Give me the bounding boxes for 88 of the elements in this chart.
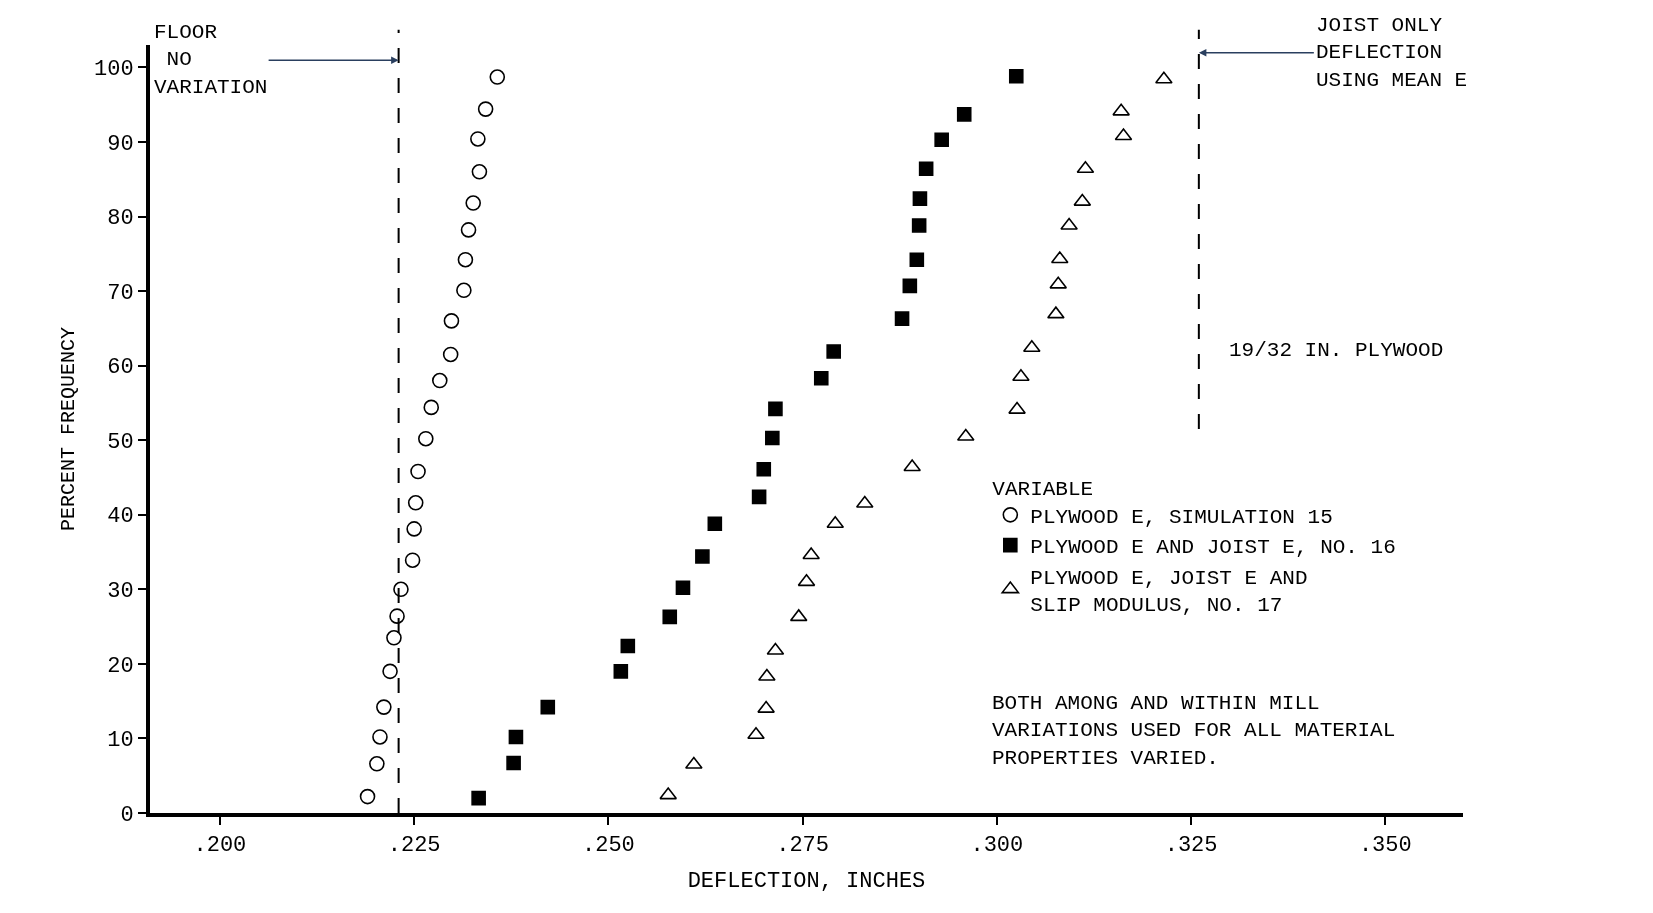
point bbox=[894, 311, 910, 326]
point bbox=[540, 699, 556, 715]
point bbox=[442, 346, 459, 363]
point bbox=[757, 700, 775, 713]
point bbox=[909, 252, 925, 268]
point bbox=[406, 521, 422, 537]
point bbox=[376, 699, 392, 715]
point bbox=[758, 668, 776, 681]
x-tick-label: .225 bbox=[387, 833, 441, 859]
y-tick-label: 80 bbox=[107, 206, 134, 232]
y-tick-label: 20 bbox=[107, 653, 134, 679]
x-tick-label: .275 bbox=[776, 833, 830, 859]
point bbox=[470, 131, 486, 147]
point bbox=[460, 222, 477, 238]
point bbox=[662, 609, 678, 625]
point bbox=[393, 581, 409, 598]
point bbox=[1076, 160, 1095, 174]
point bbox=[934, 132, 949, 147]
x-tick-label: .325 bbox=[1164, 833, 1218, 859]
ref-line-label: JOIST ONLY DEFLECTION USING MEAN E bbox=[1316, 14, 1468, 92]
point bbox=[465, 195, 481, 211]
point bbox=[369, 755, 385, 772]
legend-label: PLYWOOD E, JOIST E AND SLIP MODULUS, NO. 17 bbox=[1030, 566, 1308, 617]
y-tick-label: 10 bbox=[107, 728, 134, 754]
y-tick-label: 70 bbox=[107, 280, 134, 306]
x-tick-label: .350 bbox=[1358, 833, 1412, 859]
point bbox=[707, 516, 723, 531]
point bbox=[613, 664, 629, 679]
point bbox=[471, 163, 488, 180]
y-tick-label: 100 bbox=[93, 57, 134, 83]
x-axis-title: DEFLECTION, INCHES bbox=[687, 868, 926, 894]
point bbox=[423, 399, 440, 416]
x-tick-label: .300 bbox=[970, 833, 1024, 859]
y-tick-label: 60 bbox=[107, 355, 134, 381]
point bbox=[1012, 369, 1030, 382]
point bbox=[386, 629, 402, 646]
y-tick-label: 0 bbox=[120, 802, 134, 828]
point bbox=[1008, 69, 1024, 84]
point bbox=[756, 461, 772, 477]
x-tick-label: .200 bbox=[193, 833, 247, 859]
y-tick-label: 50 bbox=[107, 429, 134, 455]
point bbox=[768, 401, 783, 417]
point bbox=[1022, 339, 1041, 353]
point bbox=[477, 101, 494, 117]
point bbox=[508, 729, 524, 745]
point bbox=[675, 580, 691, 596]
point bbox=[902, 278, 918, 294]
y-tick-label: 40 bbox=[107, 504, 134, 530]
x-tick-label: .250 bbox=[581, 833, 635, 859]
point bbox=[506, 755, 521, 771]
point bbox=[389, 608, 405, 624]
point bbox=[1008, 401, 1026, 414]
point bbox=[912, 191, 928, 206]
point bbox=[911, 218, 927, 233]
point bbox=[456, 282, 472, 299]
point bbox=[620, 638, 636, 654]
point bbox=[382, 663, 398, 680]
point bbox=[1047, 306, 1065, 319]
y-tick-label: 30 bbox=[107, 579, 134, 605]
point bbox=[359, 788, 376, 805]
y-tick-label: 90 bbox=[107, 131, 134, 157]
point bbox=[918, 161, 934, 177]
legend-title: VARIABLE bbox=[992, 477, 1094, 501]
annotation: 19/32 IN. PLYWOOD bbox=[1229, 339, 1444, 362]
legend-label: PLYWOOD E AND JOIST E, NO. 16 bbox=[1030, 536, 1396, 560]
point bbox=[407, 495, 424, 511]
point bbox=[956, 107, 972, 122]
point bbox=[432, 372, 448, 389]
legend-label: PLYWOOD E, SIMULATION 15 bbox=[1030, 506, 1333, 530]
y-axis-title: PERCENT FREQUENCY bbox=[56, 326, 80, 532]
point bbox=[695, 549, 710, 564]
point bbox=[443, 313, 460, 329]
point bbox=[765, 430, 780, 446]
point bbox=[410, 463, 426, 480]
point bbox=[813, 371, 829, 386]
point bbox=[404, 552, 421, 569]
point bbox=[747, 726, 765, 740]
point bbox=[1155, 71, 1173, 84]
point bbox=[489, 69, 506, 85]
point bbox=[418, 430, 434, 447]
ref-line-label: FLOOR NO VARIATION bbox=[154, 21, 268, 99]
point bbox=[826, 344, 841, 359]
point bbox=[471, 790, 486, 806]
point bbox=[372, 729, 388, 745]
point bbox=[1060, 217, 1078, 230]
annotation: BOTH AMONG AND WITHIN MILL VARIATIONS USED FOR ALL MATERIAL PROPERTIES VARIED. bbox=[992, 692, 1396, 770]
point bbox=[457, 251, 474, 268]
point bbox=[751, 489, 767, 505]
